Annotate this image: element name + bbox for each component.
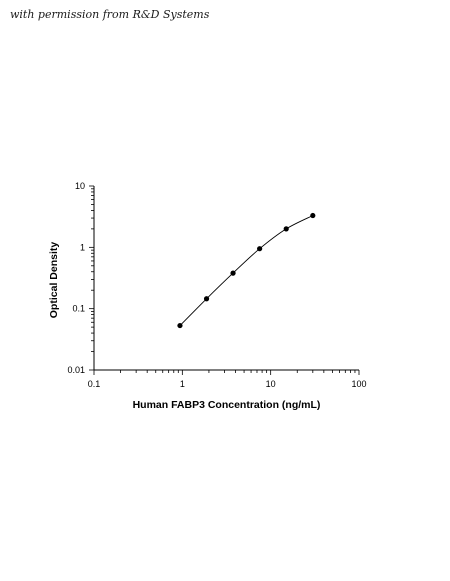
x-axis-title: Human FABP3 Concentration (ng/mL) [133, 399, 321, 411]
data-point [283, 226, 289, 232]
y-tick-label: 0.01 [67, 365, 85, 375]
x-tick-label: 1 [180, 379, 185, 389]
y-axis-title: Optical Density [48, 242, 60, 319]
y-tick-label: 1 [80, 242, 85, 252]
data-point [230, 270, 236, 276]
x-tick-label: 10 [266, 379, 276, 389]
data-point [177, 322, 183, 329]
y-tick-label: 0.1 [72, 304, 85, 314]
credit-text: with permission from R&D Systems [10, 8, 210, 21]
x-tick-label: 0.1 [88, 379, 101, 389]
data-point [203, 296, 210, 302]
data-point [310, 212, 316, 219]
data-point [257, 246, 263, 252]
fit-curve [179, 215, 314, 326]
x-tick-label: 100 [351, 379, 366, 389]
y-tick-label: 10 [75, 181, 85, 191]
